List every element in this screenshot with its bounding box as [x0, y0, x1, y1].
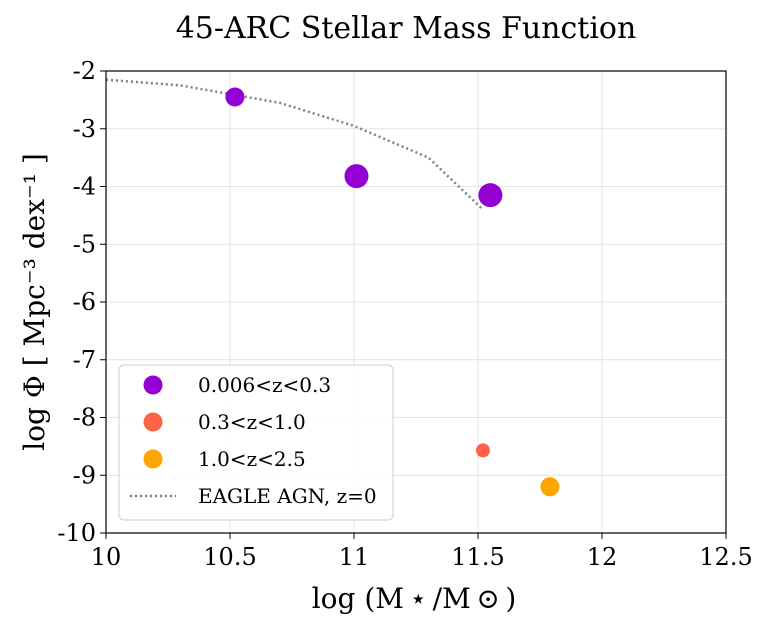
y-tick-label-4: -6	[73, 288, 96, 316]
legend-swatch-0	[143, 375, 163, 395]
x-tick-label-4: 12	[587, 543, 618, 571]
x-axis-label: log (M ⋆ /M ⊙ )	[312, 582, 517, 615]
chart-title: 45-ARC Stellar Mass Function	[176, 11, 637, 46]
legend-swatch-2	[143, 449, 163, 469]
legend-swatch-1	[143, 412, 163, 432]
data-points-layer	[225, 87, 560, 497]
data-point-s0-1	[344, 164, 369, 189]
x-tick-label-5: 12.5	[699, 543, 752, 571]
legend: 0.006<z<0.3 0.3<z<1.0 1.0<z<2.5 EAGLE AGN, …	[118, 364, 394, 521]
y-tick-label-6: -4	[73, 173, 96, 201]
x-tick-label-0: 10	[91, 543, 122, 571]
y-tick-label-2: -8	[73, 404, 96, 432]
y-tick-label-3: -7	[73, 346, 96, 374]
data-point-s2-0	[540, 477, 560, 497]
y-axis-label: log Φ [ Mpc⁻³ dex⁻¹ ]	[18, 153, 51, 451]
y-tick-label-5: -5	[73, 230, 96, 258]
data-point-s0-2	[478, 183, 503, 208]
eagle-agn-curve	[105, 78, 484, 211]
y-tick-label-7: -3	[73, 115, 96, 143]
tick-layer: 10 10.5 11 11.5 12 12.5 -10 -9 -8 -7 -6 -5 -4 -3 -2	[57, 57, 752, 571]
legend-box	[118, 364, 394, 521]
legend-label-3: EAGLE AGN, z=0	[198, 484, 377, 508]
y-tick-label-0: -10	[57, 519, 96, 547]
y-tick-label-1: -9	[73, 461, 96, 489]
x-tick-label-2: 11	[339, 543, 370, 571]
x-tick-label-1: 10.5	[203, 543, 256, 571]
legend-label-2: 1.0<z<2.5	[198, 447, 306, 471]
eagle-curve-layer	[105, 78, 484, 211]
data-point-s0-0	[225, 87, 245, 107]
data-point-s1-0	[475, 443, 490, 458]
legend-label-0: 0.006<z<0.3	[198, 373, 331, 397]
legend-label-1: 0.3<z<1.0	[198, 410, 306, 434]
x-tick-label-3: 11.5	[451, 543, 504, 571]
y-tick-label-8: -2	[73, 57, 96, 85]
